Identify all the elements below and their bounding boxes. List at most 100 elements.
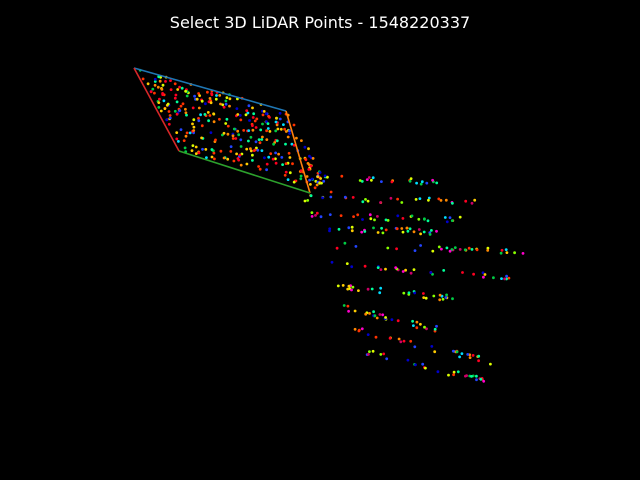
lidar-point — [321, 196, 324, 200]
lidar-point — [207, 119, 211, 123]
lidar-point — [262, 110, 266, 113]
lidar-point — [345, 262, 349, 265]
lidar-point — [224, 102, 228, 106]
lidar-point — [381, 231, 385, 235]
lidar-point — [372, 310, 375, 314]
lidar-point — [314, 179, 318, 183]
lidar-point — [422, 296, 426, 299]
lidar-point — [179, 104, 183, 108]
lidar-point — [168, 116, 172, 120]
lidar-point — [210, 92, 214, 95]
lidar-point — [370, 287, 374, 291]
lidar-point — [409, 177, 413, 181]
lidar-point — [310, 211, 314, 215]
lidar-point — [341, 284, 345, 287]
lidar-point — [177, 140, 180, 143]
lidar-point — [343, 241, 347, 245]
lidar-point — [310, 177, 314, 181]
lidar-point — [441, 297, 445, 301]
lidar-point — [178, 109, 182, 112]
lidar-point — [360, 327, 364, 331]
lidar-point — [396, 319, 400, 323]
lidar-point — [257, 165, 260, 168]
lidar-point — [299, 174, 303, 178]
lidar-point — [444, 198, 448, 202]
lidar-point — [274, 129, 278, 133]
lidar-point — [357, 289, 360, 292]
lidar-point — [228, 97, 232, 101]
lidar-point — [306, 162, 310, 165]
lidar-point — [288, 171, 292, 175]
lidar-point — [521, 252, 525, 255]
lidar-point-cloud[interactable] — [138, 68, 525, 383]
lidar-point — [175, 100, 179, 104]
lidar-point — [479, 377, 483, 381]
lidar-point — [195, 97, 199, 101]
lidar-point — [451, 297, 454, 301]
lidar-point — [366, 287, 370, 291]
lidar-point — [234, 137, 238, 140]
lidar-point — [158, 97, 161, 101]
lidar-point — [385, 357, 389, 361]
lidar-point — [419, 322, 422, 326]
lidar-point — [219, 149, 223, 153]
lidar-point — [292, 180, 296, 184]
lidar-point — [206, 111, 210, 114]
lidar-point — [422, 230, 426, 234]
selection-polygon[interactable] — [133, 67, 311, 194]
lidar-point — [275, 139, 279, 143]
lidar-point — [351, 196, 355, 199]
lidar-point — [275, 116, 278, 120]
lidar-point — [307, 168, 311, 171]
lidar-point — [470, 201, 474, 205]
lidar-point — [218, 94, 222, 97]
selection-edge-top[interactable] — [133, 67, 287, 112]
selection-edge-left[interactable] — [133, 67, 180, 152]
lidar-point — [222, 105, 226, 109]
lidar-point — [475, 374, 478, 378]
lidar-point — [368, 213, 372, 217]
lidar-point — [265, 120, 268, 124]
lidar-point — [251, 106, 254, 110]
lidar-point — [472, 272, 475, 276]
lidar-point — [430, 345, 434, 348]
lidar-point — [284, 142, 287, 146]
lidar-point — [425, 327, 428, 331]
lidar-point — [363, 230, 367, 233]
lidar-point — [173, 96, 177, 100]
lidar-point — [232, 127, 236, 131]
selection-edge-bottom[interactable] — [178, 150, 311, 194]
lidar-point — [229, 145, 233, 149]
lidar-point — [413, 291, 417, 295]
lidar-point — [181, 102, 185, 106]
lidar-point — [445, 220, 449, 224]
lidar-point — [396, 214, 400, 218]
lidar-point — [174, 93, 178, 97]
lidar-point — [371, 349, 375, 353]
lidar-point — [450, 248, 454, 251]
lidar-point — [448, 249, 452, 253]
lidar-point — [353, 327, 357, 331]
lidar-point — [163, 107, 167, 110]
lidar-point — [201, 147, 204, 151]
lidar-point — [274, 157, 277, 161]
lidar-point — [409, 339, 413, 343]
lidar-point — [176, 88, 180, 91]
lidar-point — [329, 195, 333, 199]
lidar-point — [153, 91, 156, 95]
lidar-point — [384, 218, 388, 222]
lidar-point — [407, 291, 411, 295]
lidar-point — [431, 178, 434, 182]
lidar-point — [275, 123, 279, 127]
lidar-point — [451, 349, 455, 353]
lidar-point — [304, 157, 307, 161]
lidar-point — [199, 113, 203, 117]
lidar-point — [399, 340, 403, 344]
lidar-point — [146, 82, 150, 86]
lidar-point — [473, 198, 477, 202]
lidar-point — [231, 137, 235, 140]
selection-edge-right[interactable] — [285, 110, 311, 194]
lidar-point — [427, 198, 430, 202]
lidar-point — [384, 316, 387, 319]
